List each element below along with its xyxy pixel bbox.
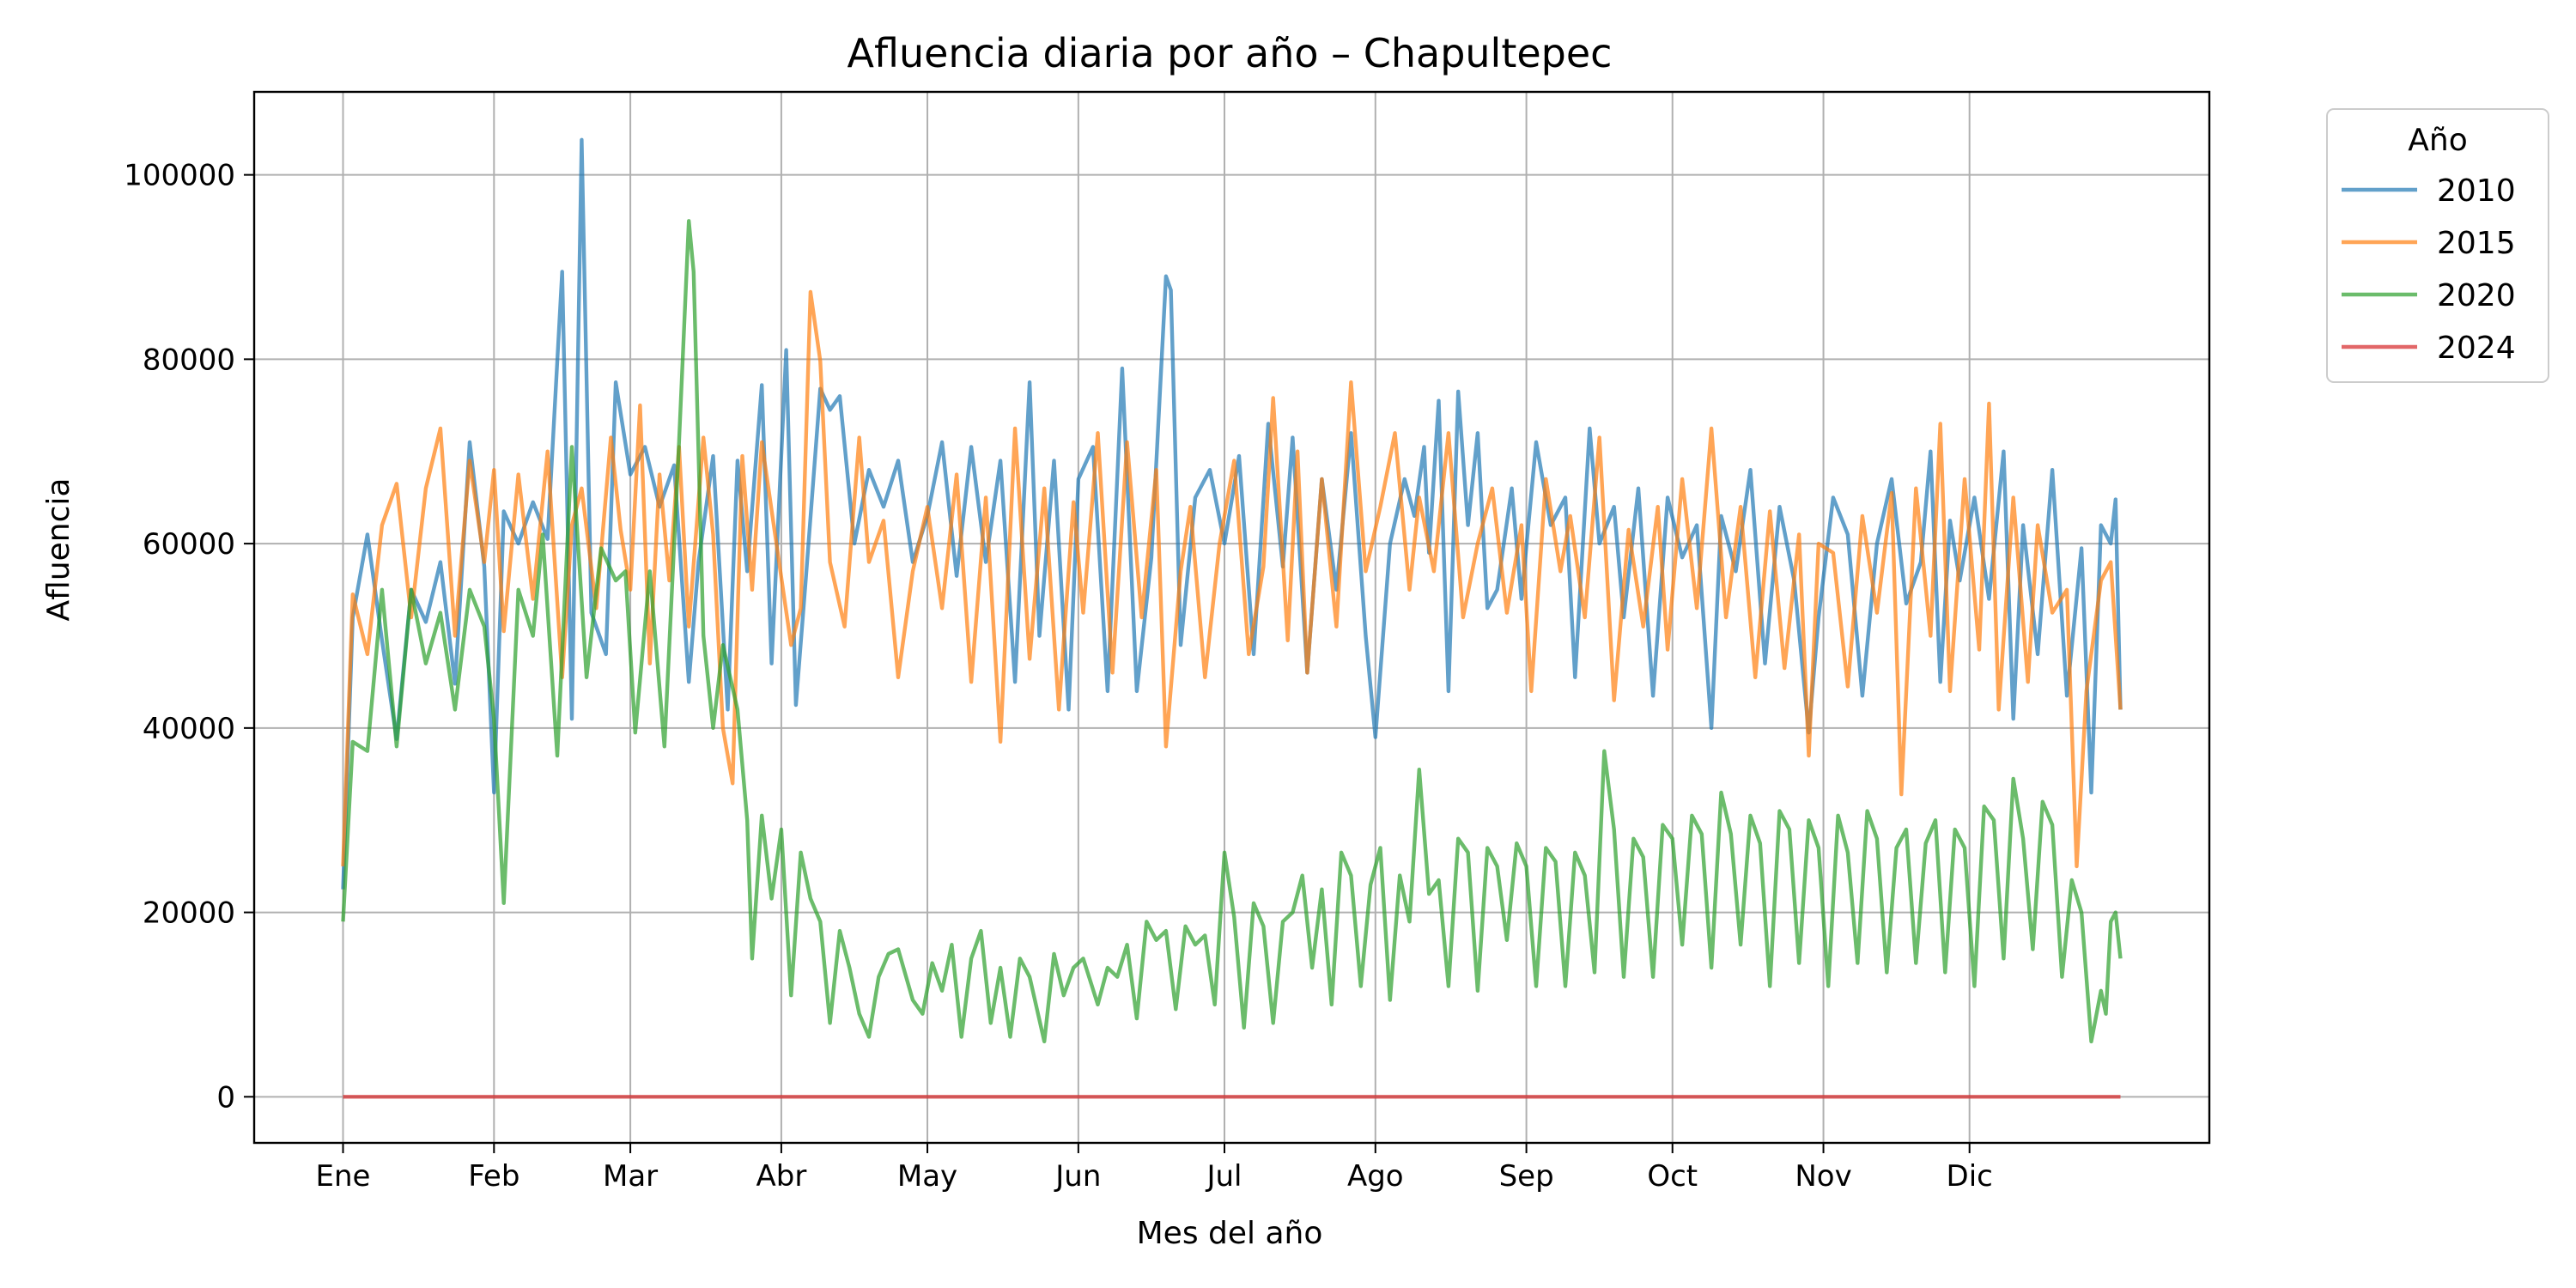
x-tick-label: Ago	[1347, 1159, 1404, 1194]
plot-frame	[252, 90, 2211, 1145]
y-tick-label: 80000	[143, 343, 235, 377]
x-tick-label: Abr	[756, 1159, 806, 1194]
axis-ticks: Ene Feb Mar Abr May Jun Jul Ago Sep Oct Nov Dic 0 200…	[124, 159, 1993, 1194]
x-axis-label: Mes del año	[1137, 1216, 1323, 1251]
legend-box	[2326, 108, 2549, 383]
x-tick-label: May	[897, 1159, 957, 1194]
x-tick-label: Feb	[468, 1159, 519, 1194]
legend-label-2015: 2015	[2437, 226, 2516, 261]
legend-title: Año	[2408, 123, 2467, 158]
chart-title: Afluencia diaria por año – Chapultepec	[848, 30, 1613, 76]
series-line-2015	[341, 289, 2123, 869]
x-tick-label: Mar	[603, 1159, 658, 1194]
legend: Año 2010 2015 2020 2024	[2326, 108, 2549, 383]
x-tick-label: Nov	[1795, 1159, 1851, 1194]
legend-label-2020: 2020	[2437, 278, 2516, 313]
series-line-2020	[341, 219, 2123, 1044]
y-tick-label: 40000	[143, 712, 235, 746]
y-tick-label: 100000	[124, 159, 235, 193]
y-tick-label: 60000	[143, 527, 235, 562]
x-tick-label: Ene	[316, 1159, 371, 1194]
y-axis-label: Afluencia	[41, 478, 76, 622]
legend-label-2010: 2010	[2437, 173, 2516, 209]
series-lines	[341, 137, 2123, 1099]
x-tick-label: Jul	[1205, 1159, 1242, 1194]
x-tick-label: Sep	[1499, 1159, 1554, 1194]
x-tick-label: Dic	[1947, 1159, 1993, 1194]
legend-label-2024: 2024	[2437, 331, 2516, 366]
y-tick-label: 0	[216, 1080, 235, 1115]
y-tick-label: 20000	[143, 896, 235, 931]
series-line-2010	[341, 137, 2123, 890]
x-tick-label: Oct	[1647, 1159, 1698, 1194]
x-tick-label: Jun	[1054, 1159, 1101, 1194]
